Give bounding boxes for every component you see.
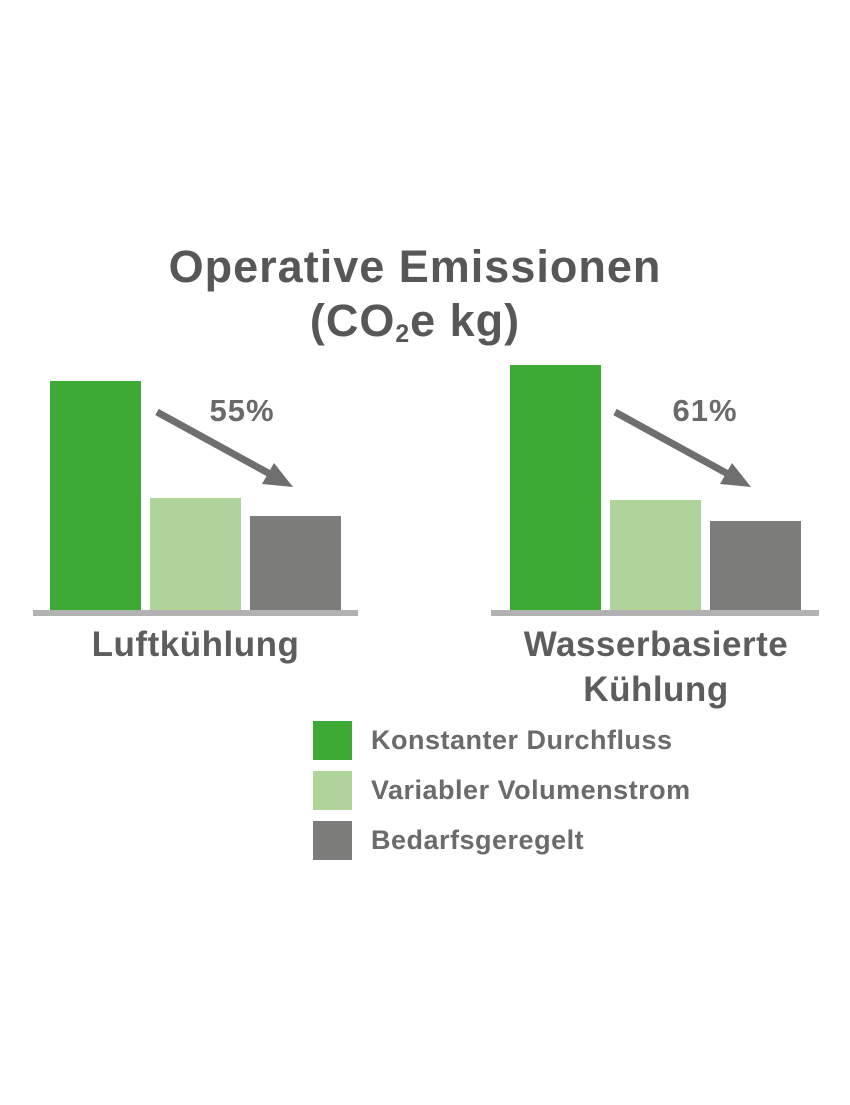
- legend-item-bedarfsgeregelt: Bedarfsgeregelt: [313, 821, 691, 860]
- legend-item-konstanter-durchfluss: Konstanter Durchfluss: [313, 721, 691, 760]
- legend-item-variabler-volumenstrom: Variabler Volumenstrom: [313, 771, 691, 810]
- baseline-luftkuehlung: [33, 610, 358, 616]
- bar-konstanter-durchfluss: [509, 365, 601, 610]
- legend: Konstanter Durchfluss Variabler Volumens…: [313, 721, 691, 860]
- legend-swatch-light-green: [313, 771, 352, 810]
- bar-variabler-volumenstrom: [609, 500, 701, 610]
- reduction-arrow-right-icon: [613, 408, 751, 487]
- reduction-percent-right: 61%: [672, 393, 738, 428]
- chart-title-line2: (CO2e kg): [309, 295, 521, 349]
- category-label-wasserbasierte-kuehlung: Wasserbasierte Kühlung: [523, 625, 789, 709]
- legend-swatch-green: [313, 721, 352, 760]
- legend-swatch-gray: [313, 821, 352, 860]
- co2-subscript: 2: [395, 321, 411, 349]
- bar-variabler-volumenstrom: [150, 498, 241, 610]
- legend-label: Konstanter Durchfluss: [371, 725, 673, 755]
- category-label-luftkuehlung: Luftkühlung: [91, 625, 300, 664]
- legend-label: Variabler Volumenstrom: [371, 775, 691, 805]
- chart-title: Operative Emissionen (CO2e kg): [0, 240, 830, 356]
- chart-title-line1: Operative Emissionen: [168, 241, 662, 292]
- bar-group-wasserbasierte-kuehlung: [491, 364, 819, 610]
- bar-konstanter-durchfluss: [50, 381, 141, 610]
- legend-label: Bedarfsgeregelt: [371, 825, 585, 855]
- bar-bedarfsgeregelt: [709, 521, 801, 610]
- bar-bedarfsgeregelt: [250, 516, 341, 610]
- bar-group-luftkuehlung: [33, 364, 358, 610]
- reduction-arrow-left-icon: [155, 408, 293, 487]
- reduction-percent-left: 55%: [209, 393, 275, 428]
- baseline-wasserbasierte-kuehlung: [491, 610, 819, 616]
